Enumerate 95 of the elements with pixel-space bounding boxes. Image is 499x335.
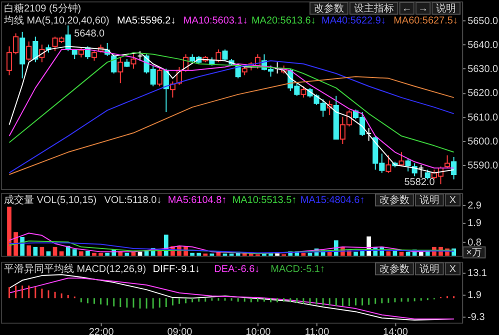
candlestick xyxy=(451,156,457,180)
annotation: 设主指标 xyxy=(354,2,394,14)
bar xyxy=(33,246,38,256)
bar xyxy=(26,245,32,256)
y-tick-label: -9.3 xyxy=(468,312,486,323)
candlestick xyxy=(130,54,136,70)
candlestick xyxy=(78,47,84,58)
candlestick xyxy=(111,54,117,74)
x-tick-label: 14:00 xyxy=(383,327,408,335)
text: MACD:-5.1↑ xyxy=(270,264,325,275)
annotation: ← xyxy=(402,3,412,14)
annotation: 说明 xyxy=(436,2,456,14)
bar xyxy=(418,252,424,256)
bar xyxy=(354,252,358,256)
candlestick xyxy=(91,50,98,62)
y-tick-label: 5590.0 xyxy=(468,160,499,172)
candlestick xyxy=(405,158,411,172)
annotation: X xyxy=(449,264,456,275)
bar xyxy=(406,252,410,256)
text: MA20:5613.6↓ xyxy=(251,15,316,26)
series-label: DIFF:-9.1↓ xyxy=(152,264,200,275)
bar xyxy=(40,246,44,256)
bar xyxy=(7,206,12,256)
bar xyxy=(327,252,332,256)
candlestick xyxy=(274,62,280,74)
bar xyxy=(92,252,96,256)
annotation: 5648.0 xyxy=(74,28,106,40)
y-tick-label: 13.1 xyxy=(468,268,488,279)
annotation: 改参数 xyxy=(314,2,344,14)
text: MA40:5622.9↓ xyxy=(322,15,386,26)
x-tick-label: 10:00 xyxy=(246,327,272,335)
candlestick xyxy=(137,50,143,62)
candlestick xyxy=(424,169,430,180)
y-tick-label: 5620.0 xyxy=(468,88,499,100)
bar xyxy=(386,251,391,256)
line-series xyxy=(8,52,454,153)
candlestick xyxy=(222,48,228,62)
bar xyxy=(98,252,103,256)
annotation: 改参数 xyxy=(379,262,410,275)
candlestick xyxy=(26,41,32,62)
x-tick-label: 11:00 xyxy=(304,327,330,335)
bar xyxy=(20,236,25,256)
candlestick xyxy=(32,36,38,63)
text: MA5:5596.2↓ xyxy=(116,15,176,26)
bar xyxy=(52,246,58,256)
bar xyxy=(190,252,194,256)
bar xyxy=(86,250,90,256)
candlestick xyxy=(398,152,404,166)
text: VOL:5118.0↓ xyxy=(104,194,162,206)
bar xyxy=(301,252,306,256)
y-tick-label: 1.9 xyxy=(468,290,482,301)
y-tick-label: 1.9 xyxy=(468,218,482,230)
bar xyxy=(308,252,312,256)
bar xyxy=(72,249,77,256)
annotation: X xyxy=(449,194,456,206)
chart-title: 成交量 VOL(5,10,15) xyxy=(4,194,97,206)
bar xyxy=(124,252,130,256)
candlestick xyxy=(156,66,162,87)
y-tick-label: 5630.0 xyxy=(468,64,499,76)
chart-title: 平滑异同平均线 MACD(12,26,9) xyxy=(4,262,146,275)
chart-title: 白糖2109 (5分钟) xyxy=(4,2,82,14)
text: MA10:5513.5↑ xyxy=(232,194,297,206)
bar xyxy=(46,251,51,256)
candlestick xyxy=(118,56,124,84)
annotation: 5582.0 xyxy=(404,177,436,188)
text: MA5:6104.8↑ xyxy=(168,194,227,206)
annotation: → xyxy=(418,3,428,14)
text: MA15:4804.6↑ xyxy=(300,194,365,206)
annotation: 说明 xyxy=(419,262,440,275)
candlestick xyxy=(386,154,392,174)
y-tick-label: 2.9 xyxy=(468,200,482,212)
y-tick-label: 0.8 xyxy=(468,237,482,248)
text: MA10:5603.1↓ xyxy=(183,15,248,26)
x-tick-label: 22:00 xyxy=(88,327,114,335)
bar xyxy=(196,252,202,256)
bar xyxy=(105,252,110,256)
text: DEA:-6.6↓ xyxy=(214,264,260,275)
annotation: 改参数 xyxy=(379,194,410,206)
candlestick xyxy=(300,86,306,98)
bar xyxy=(59,251,64,256)
y-tick-label: 5610.0 xyxy=(468,112,499,124)
candlestick xyxy=(444,154,450,169)
y-tick-label: 5650.0 xyxy=(468,16,499,28)
candlestick xyxy=(366,128,372,142)
text: MA60:5627.5↓ xyxy=(394,15,458,26)
y-tick-label: 5640.0 xyxy=(468,40,499,52)
bar xyxy=(138,252,142,256)
x-tick-label: 09:00 xyxy=(167,327,193,335)
annotation: 说明 xyxy=(419,194,440,206)
bar xyxy=(79,251,84,256)
bar xyxy=(66,246,70,256)
bar xyxy=(399,252,404,256)
y-axis-title: ×万 xyxy=(466,247,482,258)
y-tick-label: 5600.0 xyxy=(468,136,499,148)
text: 均线 MA(5,10,20,40,60) xyxy=(2,14,110,26)
